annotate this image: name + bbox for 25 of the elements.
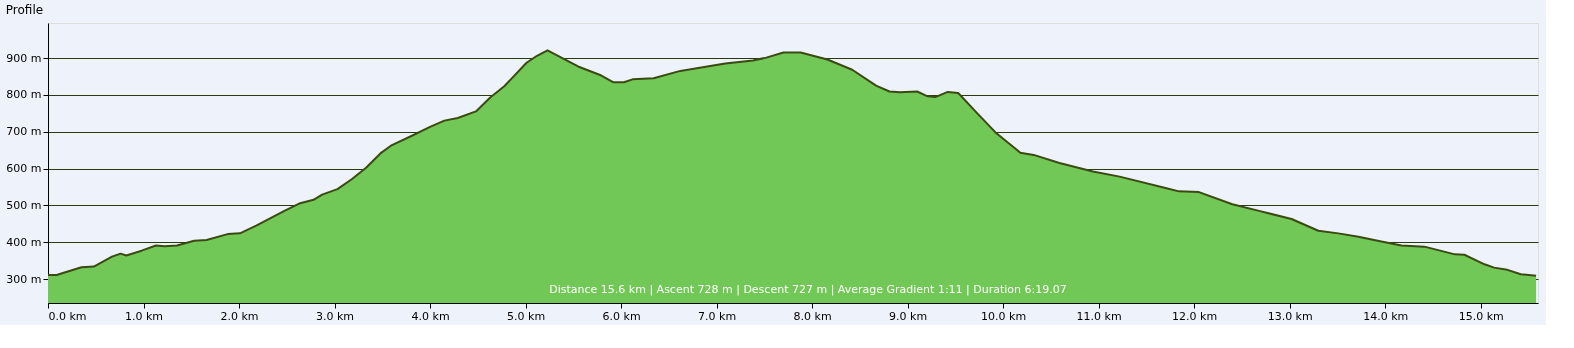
- x-tick-label: 1.0 km: [124, 309, 164, 323]
- y-tick-label: 300 m: [6, 272, 42, 286]
- x-tick-label: 12.0 km: [1172, 309, 1218, 323]
- x-tick-label: 5.0 km: [507, 309, 546, 323]
- y-tick-label: 900 m: [6, 51, 42, 65]
- x-tick-label: 3.0 km: [316, 309, 355, 323]
- annotation: Distance 15.6 km | Ascent 728 m | Descent 727 m | Average Gradient 1:11 | Duration 6:19.07: [549, 283, 1067, 296]
- x-tick-label: 7.0 km: [698, 309, 737, 323]
- y-tick-label: 400 m: [6, 235, 42, 249]
- y-tick-label: 500 m: [6, 198, 42, 212]
- x-tick-label: 13.0 km: [1267, 309, 1313, 323]
- y-tick-label: 600 m: [6, 162, 42, 176]
- x-tick-label: 4.0 km: [411, 309, 450, 323]
- x-tick-label: 11.0 km: [1076, 309, 1122, 323]
- y-tick-label: 800 m: [6, 88, 42, 102]
- x-tick-label: 8.0 km: [793, 309, 832, 323]
- x-tick-label: 0.0 km: [48, 309, 87, 323]
- x-tick-label: 15.0 km: [1458, 309, 1504, 323]
- x-tick-label: 14.0 km: [1363, 309, 1409, 323]
- chart-title: Profile: [5, 3, 44, 17]
- y-tick-label: 700 m: [6, 125, 42, 139]
- x-tick-label: 10.0 km: [981, 309, 1027, 323]
- x-tick-label: 9.0 km: [889, 309, 928, 323]
- x-tick-label: 6.0 km: [602, 309, 641, 323]
- x-tick-label: 2.0 km: [220, 309, 259, 323]
